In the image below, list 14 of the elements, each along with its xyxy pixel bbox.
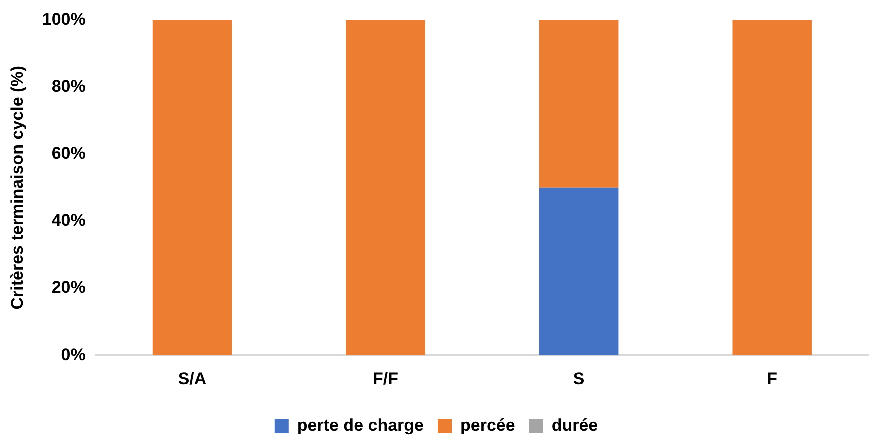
legend-label: durée [552, 416, 598, 436]
y-tick-label: 80% [52, 76, 86, 96]
y-tick-label: 40% [52, 211, 86, 230]
y-tick-label: 20% [52, 278, 86, 298]
y-tick-label: 0% [61, 345, 86, 364]
x-tick-label: S/A [178, 369, 207, 388]
legend-label: percée [460, 416, 516, 436]
x-tick-label: S [573, 369, 585, 388]
x-tick-label: F [767, 369, 778, 388]
legend-label: perte de charge [297, 416, 424, 436]
y-axis-title: Critères terminaison cycle (%) [8, 66, 27, 310]
x-tick-label: F/F [373, 369, 399, 388]
y-tick-label: 60% [52, 144, 86, 164]
y-tick-label: 100% [42, 10, 86, 29]
